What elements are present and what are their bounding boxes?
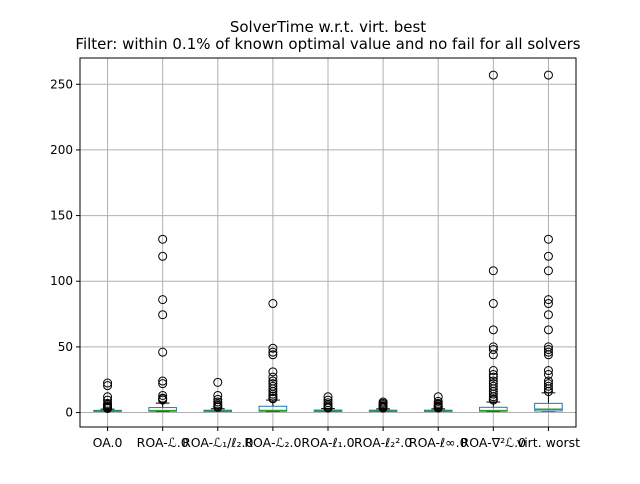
outlier-point [488, 389, 498, 399]
y-tick-label: 250 [50, 77, 73, 91]
outlier-point [543, 325, 553, 335]
outlier-point [103, 381, 113, 391]
outlier-point [158, 376, 168, 386]
outlier-point [213, 390, 223, 400]
x-tick-label: ROA-∇²ℒ.0 [461, 435, 526, 450]
y-tick-label: 0 [65, 406, 73, 420]
outlier-point [543, 345, 553, 355]
outlier-point [323, 403, 333, 413]
outlier-point [158, 234, 168, 244]
outlier-point [378, 403, 388, 413]
outlier-point [543, 350, 553, 360]
outlier-point [158, 251, 168, 261]
outlier-point [158, 295, 168, 305]
x-tick-label: ROA-ℓ₁.0 [301, 435, 354, 450]
y-tick-label: 200 [50, 143, 73, 157]
y-tick-label: 150 [50, 209, 73, 223]
outlier-point [543, 384, 553, 394]
outlier-point [268, 387, 278, 397]
grid-layer [80, 58, 576, 427]
x-tick-label: ROA-ℒ₂.0 [244, 435, 301, 450]
x-tick-label: ROA-ℒ.0 [137, 435, 189, 450]
outlier-point [543, 366, 553, 376]
outlier-point [543, 234, 553, 244]
outlier-point [543, 310, 553, 320]
outlier-point [433, 403, 443, 413]
outlier-point [158, 395, 168, 405]
outlier-point [268, 350, 278, 360]
outlier-point [488, 369, 498, 379]
outlier-point [158, 390, 168, 400]
outlier-point [103, 378, 113, 388]
outlier-point [213, 402, 223, 412]
x-tick-label: ROA-ℓ₂².0 [354, 435, 412, 450]
outlier-point [543, 295, 553, 305]
chart-title: SolverTime w.r.t. virt. best [230, 18, 426, 36]
outlier-point [488, 345, 498, 355]
outlier-point [488, 395, 498, 405]
outlier-point [543, 381, 553, 391]
outlier-point [488, 70, 498, 80]
outlier-point [158, 379, 168, 389]
outlier-point [543, 251, 553, 261]
outlier-point [543, 347, 553, 357]
outlier-point [543, 266, 553, 276]
outlier-point [488, 325, 498, 335]
iqr-box [534, 402, 563, 412]
outlier-point [268, 347, 278, 357]
outlier-point [488, 366, 498, 376]
iqr-box [258, 405, 288, 412]
x-tick-label: ROA-ℓ∞.0 [409, 435, 468, 450]
outlier-point [158, 310, 168, 320]
outlier-point [268, 372, 278, 382]
outlier-point [543, 70, 553, 80]
outlier-point [488, 387, 498, 397]
outlier-point [213, 377, 223, 387]
outlier-point [268, 299, 278, 309]
y-tick-label: 100 [50, 274, 73, 288]
outlier-point [488, 266, 498, 276]
y-tick-label: 50 [58, 340, 73, 354]
outlier-point [543, 299, 553, 309]
x-tick-label: virt. worst [517, 435, 580, 450]
outlier-point [543, 369, 553, 379]
outlier-point [103, 403, 113, 413]
outlier-point [158, 347, 168, 357]
outlier-point [488, 372, 498, 382]
outlier-point [268, 384, 278, 394]
outlier-point [488, 350, 498, 360]
box-layer [93, 70, 563, 413]
outlier-point [268, 343, 278, 353]
plot-frame [79, 57, 577, 428]
chart-subtitle: Filter: within 0.1% of known optimal val… [75, 35, 580, 53]
x-tick-label: ROA-ℒ₁/ℓ₂.0 [182, 435, 253, 450]
outlier-point [543, 387, 553, 397]
outlier-point [268, 394, 278, 404]
x-tick-label: OA.0 [93, 435, 123, 450]
outlier-point [488, 299, 498, 309]
outlier-point [268, 367, 278, 377]
